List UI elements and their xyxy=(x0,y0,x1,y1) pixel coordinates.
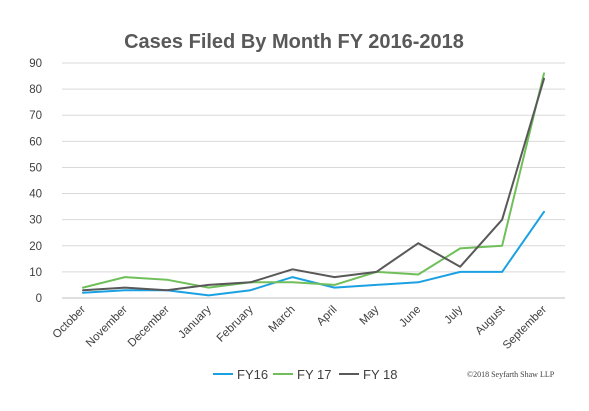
legend-label: FY 18 xyxy=(363,367,397,382)
series-lines xyxy=(82,72,545,297)
y-tick-label: 90 xyxy=(29,58,42,70)
series-line-3 xyxy=(82,77,545,292)
y-tick-label: 50 xyxy=(29,162,42,174)
y-axis: 0 10 20 30 40 50 60 70 80 90 xyxy=(29,58,42,305)
copyright-notice: ©2018 Seyfarth Shaw LLP xyxy=(467,370,555,379)
series-line-2 xyxy=(82,72,545,289)
x-tick-label: January xyxy=(176,303,214,341)
y-tick-label: 60 xyxy=(29,136,42,148)
chart-title: Cases Filed By Month FY 2016-2018 xyxy=(124,31,464,53)
legend-label: FY16 xyxy=(237,367,268,382)
legend-label: FY 17 xyxy=(297,367,331,382)
x-tick-label: August xyxy=(473,303,507,337)
x-tick-label: December xyxy=(126,304,172,350)
legend: FY16 FY 17 FY 18 xyxy=(213,367,397,382)
x-tick-label: October xyxy=(51,304,89,342)
x-tick-label: April xyxy=(315,304,340,329)
x-tick-label: June xyxy=(397,304,423,330)
gridlines xyxy=(62,62,565,299)
x-tick-label: February xyxy=(215,303,256,344)
x-tick-label: March xyxy=(267,304,298,335)
x-tick-label: November xyxy=(84,304,130,350)
x-tick-label: May xyxy=(358,303,382,327)
y-tick-label: 0 xyxy=(36,293,42,305)
x-tick-label: September xyxy=(501,304,549,352)
y-tick-label: 20 xyxy=(29,241,42,253)
x-tick-label: July xyxy=(442,303,465,326)
y-tick-label: 40 xyxy=(29,189,42,201)
y-tick-label: 80 xyxy=(29,84,42,96)
y-tick-label: 10 xyxy=(29,267,42,279)
y-tick-label: 30 xyxy=(29,215,42,227)
y-tick-label: 70 xyxy=(29,110,42,122)
